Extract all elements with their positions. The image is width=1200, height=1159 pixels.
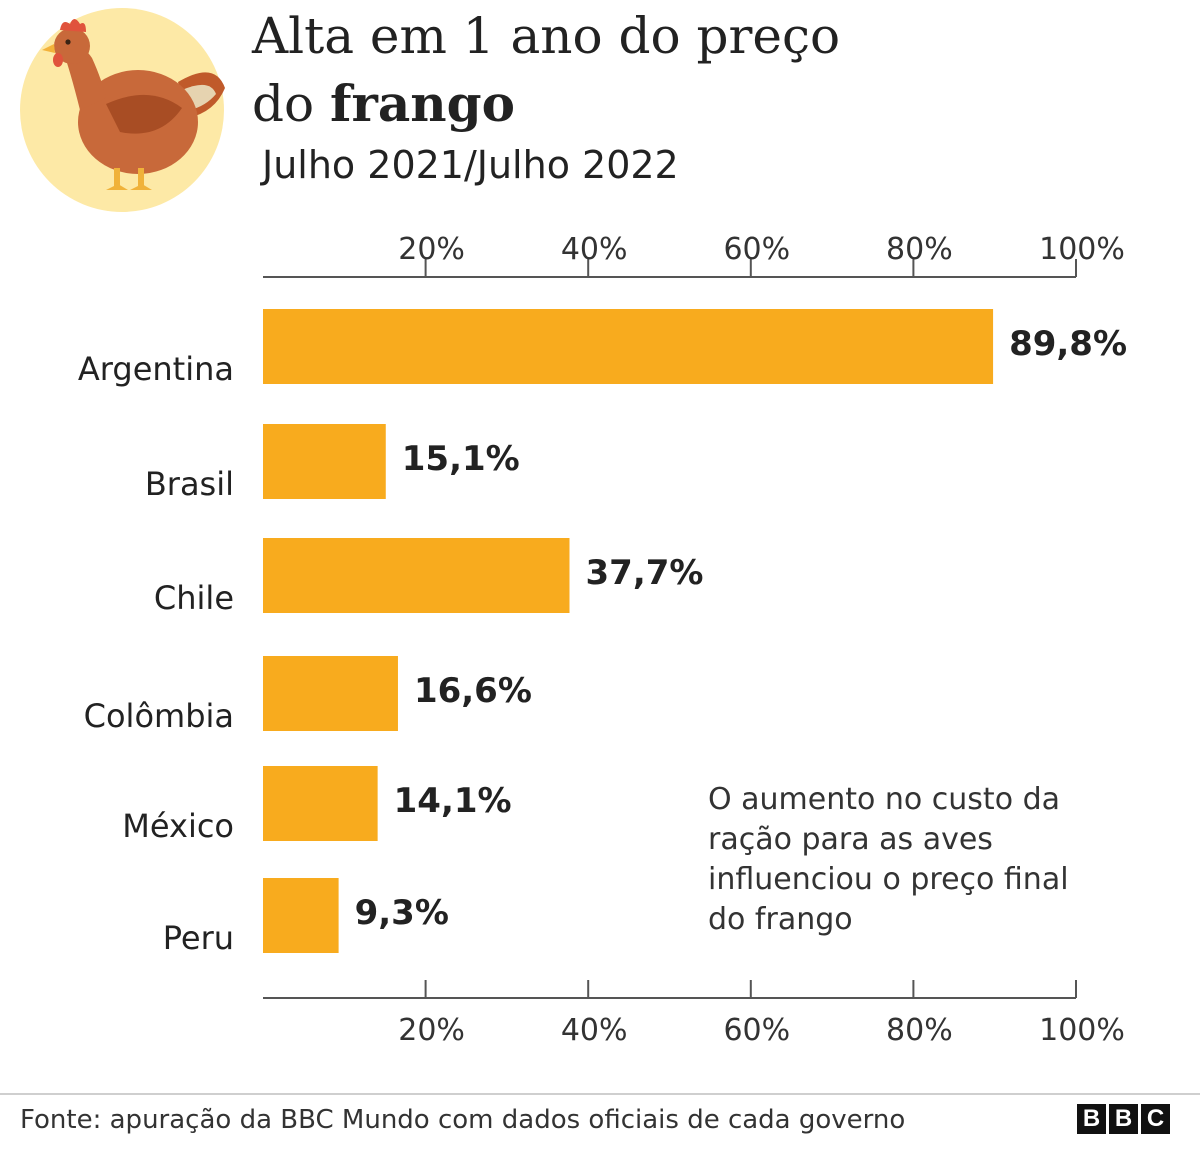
category-label: México: [122, 807, 234, 845]
bar: [263, 424, 386, 499]
bottom-tick-label: 80%: [886, 1013, 953, 1048]
value-label: 89,8%: [1009, 324, 1127, 364]
chart-axes: 20% 20% 40% 40% 60% 60% 80% 80% 100% 100%: [263, 232, 1125, 1048]
bbc-logo: B B C: [1077, 1104, 1170, 1134]
source-note: Fonte: apuração da BBC Mundo com dados o…: [20, 1105, 906, 1135]
category-label: Chile: [154, 579, 234, 617]
value-label: 37,7%: [586, 553, 704, 593]
chart-annotation: O aumento no custo da ração para as aves…: [708, 782, 1069, 937]
chart-subtitle: Julho 2021/Julho 2022: [262, 143, 679, 187]
bar: [263, 878, 339, 953]
top-tick-label: 40%: [561, 232, 628, 267]
top-tick-label: 100%: [1039, 232, 1125, 267]
bbc-logo-letter: B: [1109, 1104, 1138, 1134]
bar: [263, 309, 994, 384]
bottom-tick-label: 100%: [1039, 1013, 1125, 1048]
chart-labels: Argentina 89,8% Brasil 15,1% Chile 37,7% Colôm…: [78, 324, 1127, 957]
chicken-icon: [20, 8, 225, 212]
top-tick-label: 20%: [398, 232, 465, 267]
bar: [263, 538, 570, 613]
bottom-tick-label: 40%: [561, 1013, 628, 1048]
top-tick-label: 60%: [723, 232, 790, 267]
footer-divider: [0, 1093, 1200, 1095]
top-tick-label: 80%: [886, 232, 953, 267]
value-label: 14,1%: [394, 781, 512, 821]
bbc-logo-letter: C: [1141, 1104, 1170, 1134]
category-label: Argentina: [78, 350, 234, 388]
bbc-logo-letter: B: [1077, 1104, 1106, 1134]
value-label: 9,3%: [355, 893, 449, 933]
category-label: Peru: [163, 919, 234, 957]
chart-title: Alta em 1 ano do preço do frango: [252, 2, 840, 138]
bottom-tick-label: 60%: [723, 1013, 790, 1048]
chart-bars: [263, 309, 994, 953]
bar-chart: 20% 20% 40% 40% 60% 60% 80% 80% 100% 100% Argenti…: [78, 232, 1127, 1048]
category-label: Brasil: [145, 465, 234, 503]
value-label: 15,1%: [402, 439, 520, 479]
value-label: 16,6%: [414, 671, 532, 711]
title-line-1: Alta em 1 ano do preço: [252, 7, 841, 65]
bottom-tick-label: 20%: [398, 1013, 465, 1048]
title-line-2-prefix: do: [252, 75, 331, 133]
bar: [263, 656, 398, 731]
title-line-2-bold: frango: [330, 74, 515, 133]
category-label: Colômbia: [84, 697, 234, 735]
bar: [263, 766, 378, 841]
